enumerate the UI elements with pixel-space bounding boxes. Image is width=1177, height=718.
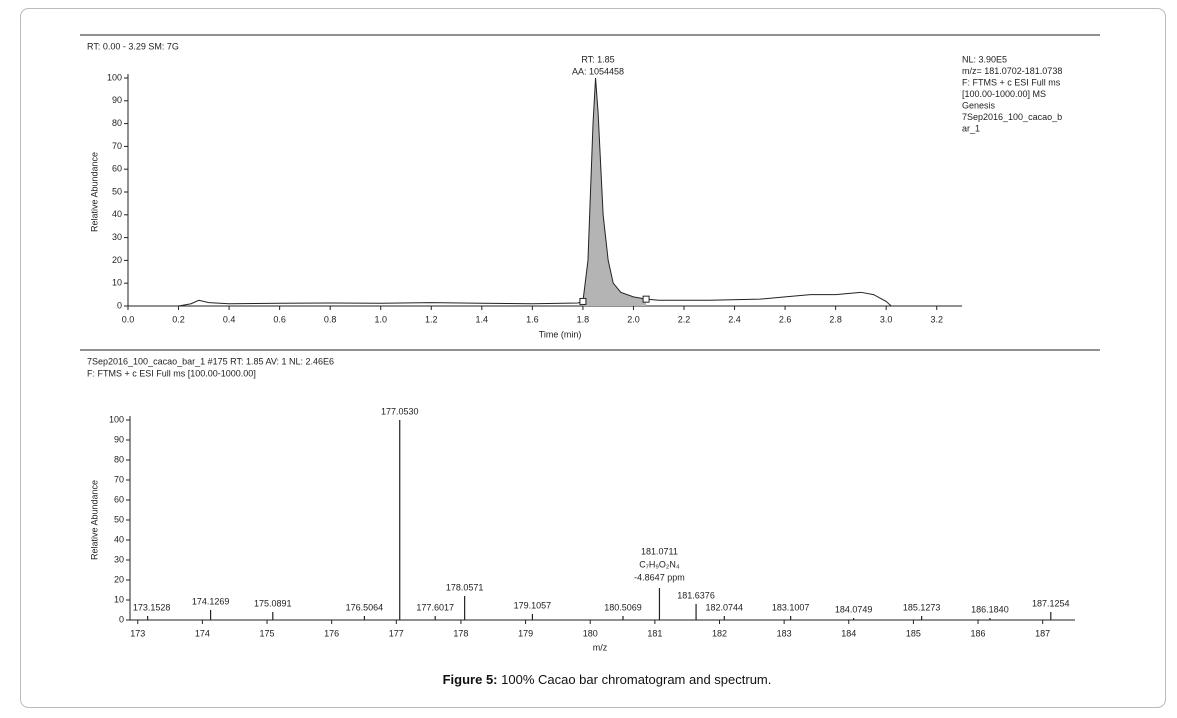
y-axis-label: Relative Abundance <box>89 152 99 232</box>
y-tick-label: 10 <box>114 594 124 604</box>
peak-label: 177.0530 <box>381 406 419 416</box>
x-tick-label: 0.2 <box>172 314 185 324</box>
x-tick-label: 178 <box>453 628 468 638</box>
caption: Figure 5: 100% Cacao bar chromatogram an… <box>443 672 772 687</box>
y-tick-label: 10 <box>112 278 122 288</box>
y-tick-label: 40 <box>114 534 124 544</box>
x-axis-label: m/z <box>593 642 608 652</box>
x-tick-label: 179 <box>518 628 533 638</box>
peak-label: 181.6376 <box>677 590 715 600</box>
peak-label: 183.1007 <box>772 602 810 612</box>
y-tick-label: 50 <box>112 186 122 196</box>
peak-label: 184.0749 <box>835 604 873 614</box>
y-tick-label: 90 <box>114 434 124 444</box>
x-tick-label: 1.0 <box>374 314 387 324</box>
peak-label: 181.0711 <box>641 546 678 556</box>
info-note: ar_1 <box>962 123 980 133</box>
caption-text: 100% Cacao bar chromatogram and spectrum… <box>498 672 772 687</box>
x-tick-label: 3.0 <box>880 314 893 324</box>
x-tick-label: 1.6 <box>526 314 539 324</box>
chart-info: 7Sep2016_100_cacao_bar_1 #175 RT: 1.85 A… <box>87 356 334 366</box>
peak-label: 180.5069 <box>604 602 642 612</box>
x-tick-label: 0.0 <box>122 314 135 324</box>
peak-annotation: C₇H₉O₂N₄ <box>639 559 680 569</box>
info-note: NL: 3.90E5 <box>962 54 1007 64</box>
y-tick-label: 20 <box>112 255 122 265</box>
x-axis-label: Time (min) <box>539 329 582 339</box>
info-note: F: FTMS + c ESI Full ms <box>962 77 1061 87</box>
peak-label: 174.1269 <box>192 596 230 606</box>
chromatogram-line <box>128 77 962 307</box>
y-tick-label: 40 <box>112 209 122 219</box>
y-tick-label: 20 <box>114 574 124 584</box>
peak-annotation: RT: 1.85 <box>581 54 614 64</box>
info-note: m/z= 181.0702-181.0738 <box>962 66 1062 76</box>
peak-label: 179.1057 <box>514 600 552 610</box>
y-tick-label: 0 <box>119 614 124 624</box>
peak-label: 185.1273 <box>903 602 941 612</box>
peak-annotation: -4.8647 ppm <box>634 572 685 582</box>
peak-label: 176.5064 <box>346 602 384 612</box>
peak-label: 187.1254 <box>1032 598 1070 608</box>
y-tick-label: 30 <box>112 232 122 242</box>
x-tick-label: 174 <box>195 628 210 638</box>
y-axis-label: Relative Abundance <box>89 480 99 560</box>
caption-label: Figure 5: <box>443 672 498 687</box>
y-tick-label: 60 <box>112 164 122 174</box>
peak-label: 173.1528 <box>133 602 171 612</box>
x-tick-label: 175 <box>260 628 275 638</box>
info-note: [100.00-1000.00] MS <box>962 89 1046 99</box>
peak-label: 186.1840 <box>971 604 1009 614</box>
frame <box>20 8 1166 708</box>
info-note: 7Sep2016_100_cacao_b <box>962 112 1062 122</box>
x-tick-label: 177 <box>389 628 404 638</box>
peak-label: 177.6017 <box>416 602 454 612</box>
x-tick-label: 176 <box>324 628 339 638</box>
y-tick-label: 70 <box>114 474 124 484</box>
y-tick-label: 70 <box>112 141 122 151</box>
x-tick-label: 2.6 <box>779 314 792 324</box>
x-tick-label: 187 <box>1035 628 1050 638</box>
integration-marker <box>642 295 650 303</box>
y-tick-label: 100 <box>109 414 124 424</box>
peak-label: 178.0571 <box>446 582 484 592</box>
x-tick-label: 0.8 <box>324 314 337 324</box>
y-tick-label: 90 <box>112 95 122 105</box>
y-tick-label: 80 <box>114 454 124 464</box>
x-tick-label: 183 <box>777 628 792 638</box>
x-tick-label: 2.4 <box>728 314 741 324</box>
x-tick-label: 1.2 <box>425 314 438 324</box>
y-tick-label: 50 <box>114 514 124 524</box>
x-tick-label: 2.2 <box>678 314 691 324</box>
peak-annotation: AA: 1054458 <box>572 66 624 76</box>
y-tick-label: 80 <box>112 118 122 128</box>
y-tick-label: 60 <box>114 494 124 504</box>
x-tick-label: 3.2 <box>930 314 943 324</box>
peak-label: 182.0744 <box>706 602 744 612</box>
x-tick-label: 185 <box>906 628 921 638</box>
x-tick-label: 182 <box>712 628 727 638</box>
y-tick-label: 100 <box>107 72 122 82</box>
integration-marker <box>579 297 587 305</box>
x-tick-label: 0.4 <box>223 314 236 324</box>
x-tick-label: 186 <box>971 628 986 638</box>
y-tick-label: 30 <box>114 554 124 564</box>
x-tick-label: 0.6 <box>273 314 286 324</box>
chart-info: F: FTMS + c ESI Full ms [100.00-1000.00] <box>87 368 256 378</box>
info-note: Genesis <box>962 100 996 110</box>
y-tick-label: 0 <box>117 300 122 310</box>
chart-info: RT: 0.00 - 3.29 SM: 7G <box>87 41 179 51</box>
x-tick-label: 180 <box>583 628 598 638</box>
x-tick-label: 181 <box>647 628 662 638</box>
peak-label: 175.0891 <box>254 598 292 608</box>
x-tick-label: 173 <box>130 628 145 638</box>
x-tick-label: 1.4 <box>476 314 489 324</box>
x-tick-label: 184 <box>841 628 856 638</box>
x-tick-label: 1.8 <box>577 314 590 324</box>
x-tick-label: 2.8 <box>829 314 842 324</box>
x-tick-label: 2.0 <box>627 314 640 324</box>
